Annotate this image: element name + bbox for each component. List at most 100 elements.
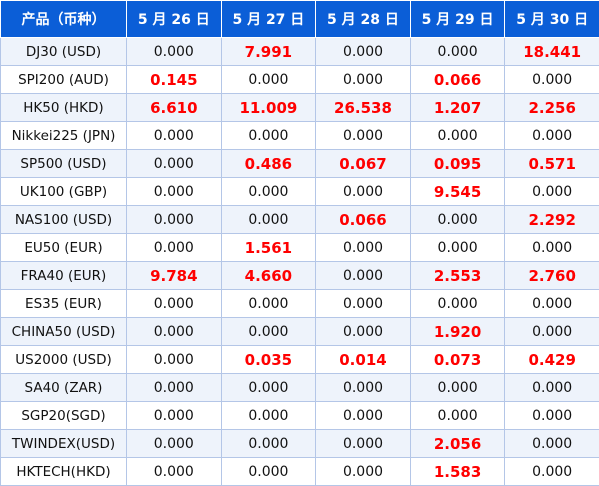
value-cell: 0.066 — [315, 205, 411, 234]
value-cell: 4.660 — [220, 261, 317, 290]
table-row: CHINA50 (USD) 0.000 0.000 0.000 1.920 0.000 — [0, 317, 599, 346]
value-cell: 0.000 — [504, 373, 599, 402]
product-cell: ES35 (EUR) — [0, 289, 127, 318]
value-cell: 0.000 — [220, 121, 317, 150]
table-row: SP500 (USD) 0.000 0.486 0.067 0.095 0.571 — [0, 149, 599, 178]
value-cell: 0.000 — [315, 429, 411, 458]
value-cell: 1.561 — [220, 233, 317, 262]
value-cell: 0.000 — [126, 205, 222, 234]
value-cell: 0.014 — [315, 345, 411, 374]
value-cell: 0.000 — [220, 401, 317, 430]
table-body: DJ30 (USD) 0.000 7.991 0.000 0.000 18.441 SPI2… — [0, 37, 599, 486]
table-row: US2000 (USD) 0.000 0.035 0.014 0.073 0.429 — [0, 345, 599, 374]
value-cell: 0.000 — [315, 121, 411, 150]
value-cell: 0.000 — [504, 65, 599, 94]
table-row: TWINDEX(USD) 0.000 0.000 0.000 2.056 0.000 — [0, 429, 599, 458]
value-cell: 0.000 — [504, 457, 599, 486]
value-cell: 0.000 — [409, 289, 506, 318]
header-row: 产品（币种） 5 月 26 日 5 月 27 日 5 月 28 日 5 月 29… — [0, 0, 599, 38]
table-row: UK100 (GBP) 0.000 0.000 0.000 9.545 0.000 — [0, 177, 599, 206]
value-cell: 11.009 — [220, 93, 317, 122]
product-cell: DJ30 (USD) — [0, 37, 127, 66]
value-cell: 1.207 — [409, 93, 506, 122]
value-cell: 0.000 — [220, 205, 317, 234]
value-cell: 0.000 — [409, 205, 506, 234]
table-row: FRA40 (EUR) 9.784 4.660 0.000 2.553 2.760 — [0, 261, 599, 290]
table-row: SGP20(SGD) 0.000 0.000 0.000 0.000 0.000 — [0, 401, 599, 430]
product-cell: SP500 (USD) — [0, 149, 127, 178]
value-cell: 0.000 — [315, 289, 411, 318]
value-cell: 0.000 — [315, 233, 411, 262]
header-date-may-29: 5 月 29 日 — [409, 0, 506, 38]
product-cell: NAS100 (USD) — [0, 205, 127, 234]
value-cell: 0.000 — [220, 177, 317, 206]
value-cell: 0.000 — [409, 233, 506, 262]
value-cell: 0.000 — [126, 457, 222, 486]
value-cell: 0.000 — [504, 233, 599, 262]
table-row: HK50 (HKD) 6.610 11.009 26.538 1.207 2.256 — [0, 93, 599, 122]
value-cell: 1.920 — [409, 317, 506, 346]
value-cell: 0.000 — [409, 37, 506, 66]
value-cell: 0.000 — [126, 177, 222, 206]
value-cell: 6.610 — [126, 93, 222, 122]
value-cell: 0.035 — [220, 345, 317, 374]
value-cell: 0.429 — [504, 345, 599, 374]
value-cell: 0.000 — [126, 317, 222, 346]
value-cell: 2.056 — [409, 429, 506, 458]
value-cell: 0.000 — [126, 149, 222, 178]
value-cell: 0.000 — [220, 289, 317, 318]
header-date-may-30: 5 月 30 日 — [504, 0, 599, 38]
table-row: Nikkei225 (JPN) 0.000 0.000 0.000 0.000 0.000 — [0, 121, 599, 150]
product-cell: FRA40 (EUR) — [0, 261, 127, 290]
value-cell: 0.000 — [315, 37, 411, 66]
value-cell: 0.000 — [126, 345, 222, 374]
value-cell: 0.000 — [409, 121, 506, 150]
value-cell: 0.000 — [220, 429, 317, 458]
value-cell: 0.145 — [126, 65, 222, 94]
value-cell: 0.000 — [126, 373, 222, 402]
value-cell: 0.066 — [409, 65, 506, 94]
product-cell: CHINA50 (USD) — [0, 317, 127, 346]
product-cell: SGP20(SGD) — [0, 401, 127, 430]
value-cell: 9.784 — [126, 261, 222, 290]
value-cell: 0.073 — [409, 345, 506, 374]
value-cell: 0.000 — [504, 401, 599, 430]
value-cell: 0.000 — [504, 289, 599, 318]
value-cell: 0.000 — [409, 373, 506, 402]
value-cell: 0.000 — [315, 373, 411, 402]
value-cell: 0.000 — [315, 401, 411, 430]
value-cell: 0.000 — [315, 65, 411, 94]
product-cell: HKTECH(HKD) — [0, 457, 127, 486]
header-product: 产品（币种） — [0, 0, 127, 38]
header-date-may-26: 5 月 26 日 — [126, 0, 222, 38]
value-cell: 9.545 — [409, 177, 506, 206]
value-cell: 0.000 — [409, 401, 506, 430]
value-cell: 0.000 — [315, 261, 411, 290]
value-cell: 18.441 — [504, 37, 599, 66]
value-cell: 0.095 — [409, 149, 506, 178]
table-row: DJ30 (USD) 0.000 7.991 0.000 0.000 18.441 — [0, 37, 599, 66]
value-cell: 2.553 — [409, 261, 506, 290]
value-cell: 0.000 — [126, 289, 222, 318]
value-cell: 1.583 — [409, 457, 506, 486]
value-cell: 0.000 — [220, 373, 317, 402]
product-cell: US2000 (USD) — [0, 345, 127, 374]
value-cell: 0.000 — [315, 317, 411, 346]
value-cell: 2.760 — [504, 261, 599, 290]
value-cell: 2.292 — [504, 205, 599, 234]
value-cell: 26.538 — [315, 93, 411, 122]
table-row: SPI200 (AUD) 0.145 0.000 0.000 0.066 0.000 — [0, 65, 599, 94]
table-row: ES35 (EUR) 0.000 0.000 0.000 0.000 0.000 — [0, 289, 599, 318]
product-cell: Nikkei225 (JPN) — [0, 121, 127, 150]
value-cell: 0.000 — [504, 121, 599, 150]
table-row: HKTECH(HKD) 0.000 0.000 0.000 1.583 0.000 — [0, 457, 599, 486]
product-cell: TWINDEX(USD) — [0, 429, 127, 458]
value-cell: 0.000 — [504, 317, 599, 346]
value-cell: 0.000 — [126, 401, 222, 430]
value-cell: 0.000 — [126, 121, 222, 150]
value-cell: 0.000 — [315, 177, 411, 206]
value-cell: 0.067 — [315, 149, 411, 178]
value-cell: 0.000 — [126, 429, 222, 458]
value-cell: 0.000 — [504, 429, 599, 458]
